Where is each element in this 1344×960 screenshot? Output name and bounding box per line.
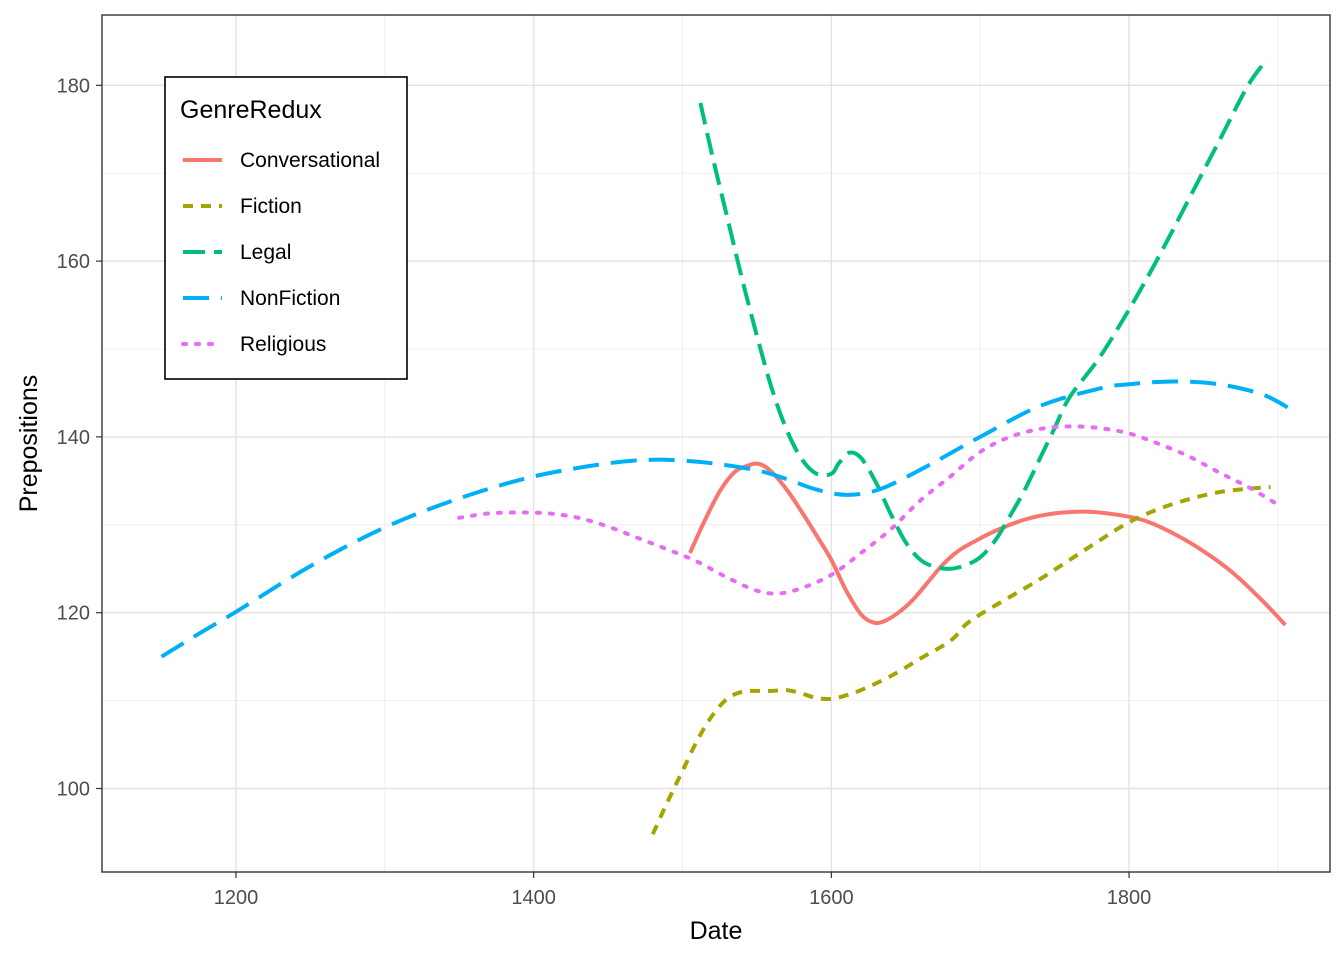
y-tick-label: 100: [57, 778, 90, 800]
grid-lines: [102, 15, 1330, 872]
legend: GenreRedux Conversational Fiction Legal Non…: [164, 76, 408, 380]
legend-label-conversational: Conversational: [240, 149, 380, 172]
x-tick-label: 1200: [214, 887, 259, 909]
legend-label-religious: Religious: [240, 333, 326, 356]
y-tick-label: 140: [57, 427, 90, 449]
series-line-legal: [698, 57, 1270, 571]
x-tick-label: 1400: [511, 887, 556, 909]
legend-label-legal: Legal: [240, 241, 291, 264]
series-line-religious: [457, 424, 1280, 596]
legend-label-nonfiction: NonFiction: [240, 287, 340, 310]
y-tick-label: 180: [57, 75, 90, 97]
legend-label-fiction: Fiction: [240, 195, 302, 218]
axes: 1200 1400 1600 1800 100 120 140 160 180: [57, 75, 1152, 909]
legend-items: Conversational Fiction Legal NonFiction Reli…: [181, 149, 380, 356]
y-tick-label: 120: [57, 603, 90, 625]
series-line-nonfiction: [160, 379, 1294, 659]
x-tick-label: 1800: [1107, 887, 1152, 909]
y-axis-title: Prepositions: [15, 375, 43, 513]
legend-box: [164, 76, 408, 380]
y-tick-label: 160: [57, 251, 90, 273]
plot-panel-border: [101, 14, 1331, 873]
x-axis-title: Date: [690, 917, 743, 945]
legend-title: GenreRedux: [180, 96, 322, 124]
x-tick-label: 1600: [809, 887, 854, 909]
series-lines: [160, 57, 1294, 836]
series-line-fiction: [650, 485, 1271, 836]
series-line-conversational: [688, 461, 1287, 627]
